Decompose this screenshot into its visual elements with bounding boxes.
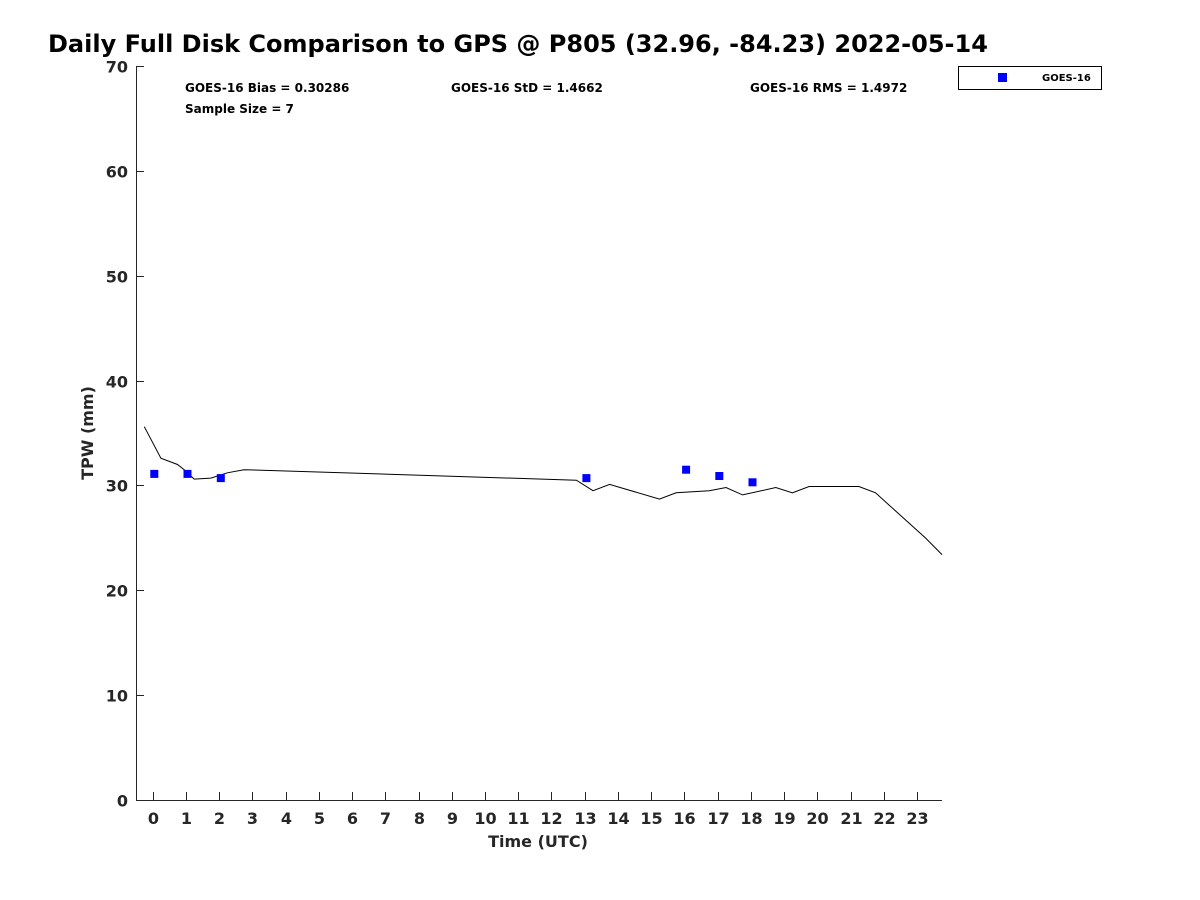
x-tick-label: 22 [873, 809, 895, 828]
y-tick-label: 60 [106, 163, 128, 182]
x-tick-label: 0 [148, 809, 159, 828]
goes16-data-point [682, 465, 691, 474]
legend-label-goes16: GOES-16 [1042, 73, 1091, 84]
legend-marker-goes16 [998, 73, 1007, 82]
goes16-data-point [582, 474, 591, 483]
x-tick-label: 23 [906, 809, 928, 828]
x-axis-ticks: 0 1 2 3 4 5 6 7 8 9 10 11 12 13 14 15 16 17 18 19 20 21 22 23 [148, 792, 929, 828]
legend: GOES-16 [958, 66, 1102, 90]
goes16-data-point [715, 472, 724, 480]
goes16-data-point [183, 469, 192, 478]
goes16-data-point [748, 478, 757, 487]
goes16-data-point [150, 469, 159, 478]
x-tick-label: 21 [840, 809, 862, 828]
x-tick-label: 14 [607, 809, 629, 828]
x-tick-label: 3 [247, 809, 258, 828]
x-tick-label: 20 [806, 809, 828, 828]
x-tick-label: 11 [507, 809, 529, 828]
x-tick-label: 6 [347, 809, 358, 828]
gps-tpw-line [143, 426, 943, 555]
x-tick-label: 19 [773, 809, 795, 828]
x-tick-label: 1 [181, 809, 192, 828]
y-tick-label: 20 [106, 582, 128, 601]
sample-size-stat: Sample Size = 7 [185, 102, 294, 116]
x-tick-label: 7 [380, 809, 391, 828]
x-tick-label: 15 [640, 809, 662, 828]
y-axis-label: TPW (mm) [78, 386, 97, 480]
x-tick-label: 18 [740, 809, 762, 828]
axes [136, 66, 942, 801]
x-tick-label: 4 [281, 809, 292, 828]
y-tick-label: 30 [106, 477, 128, 496]
rms-stat: GOES-16 RMS = 1.4972 [750, 81, 907, 95]
x-tick-label: 5 [314, 809, 325, 828]
x-tick-label: 8 [414, 809, 425, 828]
y-tick-label: 0 [117, 792, 128, 811]
y-tick-label: 10 [106, 687, 128, 706]
gps-line-group [143, 426, 943, 555]
x-tick-label: 12 [540, 809, 562, 828]
x-tick-label: 9 [447, 809, 458, 828]
y-axis-ticks: 0 10 20 30 40 50 60 70 [106, 58, 144, 811]
x-tick-label: 2 [214, 809, 225, 828]
goes16-data-point [216, 474, 225, 483]
x-tick-label: 16 [673, 809, 695, 828]
y-tick-label: 70 [106, 58, 128, 77]
x-axis-label: Time (UTC) [488, 832, 588, 851]
std-stat: GOES-16 StD = 1.4662 [451, 81, 603, 95]
y-tick-label: 40 [106, 373, 128, 392]
goes16-marker-group [150, 465, 757, 487]
y-tick-label: 50 [106, 268, 128, 287]
bias-stat: GOES-16 Bias = 0.30286 [185, 81, 349, 95]
chart-title: Daily Full Disk Comparison to GPS @ P805… [48, 30, 988, 58]
x-tick-label: 10 [474, 809, 496, 828]
x-tick-label: 13 [574, 809, 596, 828]
x-tick-label: 17 [707, 809, 729, 828]
legend-box [958, 66, 1102, 90]
